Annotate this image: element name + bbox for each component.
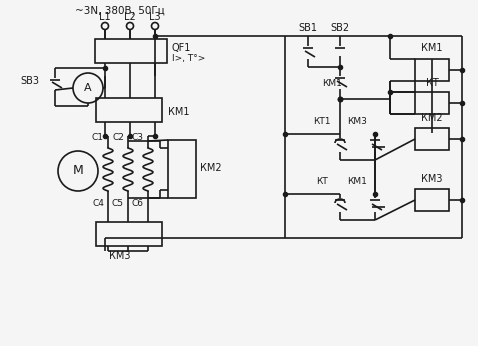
Bar [95,39,167,63]
Bar [168,140,196,198]
Text: КМ2: КМ2 [200,163,222,173]
Text: SB1: SB1 [298,23,317,33]
Bar [415,92,449,114]
Text: L1: L1 [99,12,111,22]
Bar [96,98,162,122]
Text: SB3: SB3 [21,76,40,86]
Text: КМ3: КМ3 [421,174,443,184]
Bar [415,128,449,150]
Text: КМ1: КМ1 [347,176,367,185]
Text: ~3N, 380В, 50Гц: ~3N, 380В, 50Гц [75,6,165,16]
Text: L2: L2 [124,12,136,22]
Text: КМ2: КМ2 [421,113,443,123]
Text: C2: C2 [112,134,124,143]
Bar [415,59,449,81]
Text: C4: C4 [92,199,104,208]
Bar [96,222,162,246]
Text: КМ3: КМ3 [347,117,367,126]
Text: C3: C3 [132,134,144,143]
Text: QF1: QF1 [172,43,191,53]
Text: КТ: КТ [316,176,328,185]
Text: L3: L3 [149,12,161,22]
Text: C6: C6 [132,199,144,208]
Text: КТ1: КТ1 [313,117,331,126]
Text: M: M [73,164,83,177]
Text: C1: C1 [92,134,104,143]
Text: A: A [84,83,92,93]
Text: КМ1: КМ1 [168,107,189,117]
Text: КМ1: КМ1 [322,79,342,88]
Bar [415,189,449,211]
Text: КМ3: КМ3 [109,251,131,261]
Text: КТ: КТ [425,78,438,88]
Text: КМ1: КМ1 [421,43,443,53]
Text: SB2: SB2 [330,23,349,33]
Text: I>, T°>: I>, T°> [172,54,206,63]
Text: C5: C5 [112,199,124,208]
